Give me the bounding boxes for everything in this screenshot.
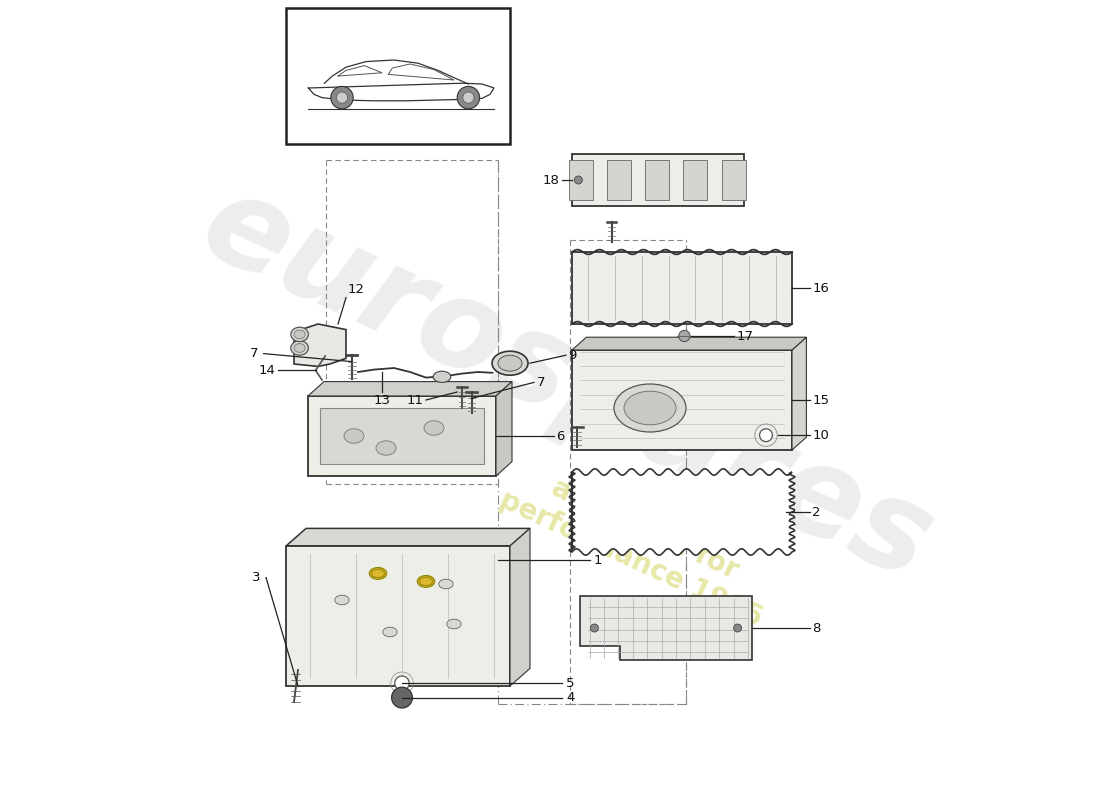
Polygon shape xyxy=(294,324,346,366)
Circle shape xyxy=(574,176,582,184)
Circle shape xyxy=(392,687,412,708)
Text: 10: 10 xyxy=(813,429,829,442)
Circle shape xyxy=(591,624,598,632)
Text: 5: 5 xyxy=(566,677,574,690)
Ellipse shape xyxy=(424,421,444,435)
Bar xyxy=(320,408,484,464)
Ellipse shape xyxy=(417,575,434,587)
Circle shape xyxy=(337,92,348,103)
Ellipse shape xyxy=(383,627,397,637)
Ellipse shape xyxy=(370,567,387,579)
Ellipse shape xyxy=(294,330,305,339)
Text: 1: 1 xyxy=(594,554,603,566)
Ellipse shape xyxy=(447,619,461,629)
Circle shape xyxy=(760,429,772,442)
Ellipse shape xyxy=(492,351,528,375)
Circle shape xyxy=(458,86,480,109)
Polygon shape xyxy=(308,382,512,396)
Text: 9: 9 xyxy=(569,349,576,362)
Polygon shape xyxy=(569,469,795,555)
Bar xyxy=(286,8,510,144)
Polygon shape xyxy=(572,252,792,324)
Circle shape xyxy=(734,624,741,632)
Ellipse shape xyxy=(344,429,364,443)
Ellipse shape xyxy=(294,344,305,352)
Text: 17: 17 xyxy=(736,330,754,342)
Text: 18: 18 xyxy=(542,174,560,186)
Ellipse shape xyxy=(614,384,686,432)
Ellipse shape xyxy=(433,371,451,382)
Polygon shape xyxy=(580,596,752,660)
Text: 8: 8 xyxy=(813,622,821,634)
Bar xyxy=(607,160,631,199)
Ellipse shape xyxy=(334,595,349,605)
Text: 3: 3 xyxy=(252,571,261,584)
Polygon shape xyxy=(496,382,512,476)
Bar xyxy=(722,160,746,199)
Ellipse shape xyxy=(372,570,384,578)
Polygon shape xyxy=(792,338,806,450)
Text: 7: 7 xyxy=(250,347,258,360)
Text: 13: 13 xyxy=(374,394,390,407)
Text: 4: 4 xyxy=(566,691,574,704)
Bar xyxy=(569,160,593,199)
Circle shape xyxy=(679,330,690,342)
Text: 16: 16 xyxy=(813,282,829,294)
Bar xyxy=(646,160,669,199)
Text: 2: 2 xyxy=(813,506,821,518)
Bar xyxy=(683,160,707,199)
Ellipse shape xyxy=(419,578,432,586)
Text: 6: 6 xyxy=(557,430,564,442)
Ellipse shape xyxy=(290,327,308,342)
Ellipse shape xyxy=(439,579,453,589)
Text: 7: 7 xyxy=(537,376,544,389)
Polygon shape xyxy=(286,546,510,686)
Ellipse shape xyxy=(290,341,308,355)
Bar xyxy=(572,154,744,206)
Polygon shape xyxy=(572,350,792,450)
Text: 12: 12 xyxy=(348,283,364,296)
Ellipse shape xyxy=(624,391,676,425)
Circle shape xyxy=(395,676,409,690)
Circle shape xyxy=(463,92,474,103)
Text: 11: 11 xyxy=(407,394,424,406)
Text: a passion for
performance 1985: a passion for performance 1985 xyxy=(495,456,781,632)
Polygon shape xyxy=(572,338,806,350)
Text: 15: 15 xyxy=(813,394,829,406)
Text: eurospares: eurospares xyxy=(184,162,952,606)
Ellipse shape xyxy=(376,441,396,455)
Ellipse shape xyxy=(498,355,522,371)
Text: 14: 14 xyxy=(258,364,276,377)
Polygon shape xyxy=(286,528,530,546)
Polygon shape xyxy=(510,528,530,686)
Polygon shape xyxy=(308,396,496,476)
Circle shape xyxy=(331,86,353,109)
